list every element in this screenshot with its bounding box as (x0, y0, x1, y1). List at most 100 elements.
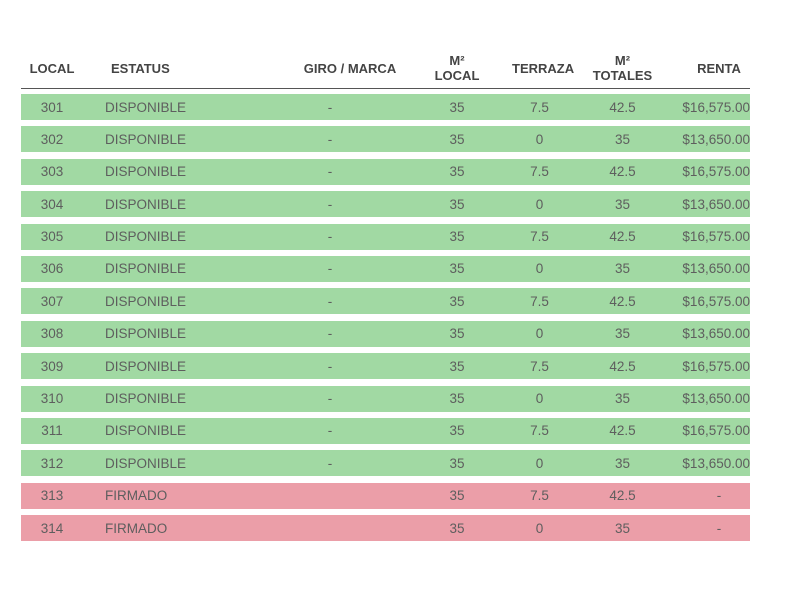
cell-m2-totales: 35 (614, 261, 631, 277)
cell-status: DISPONIBLE (105, 229, 187, 245)
table-row: 307 DISPONIBLE - 35 7.5 42.5 $16,575.00 (21, 288, 750, 315)
cell-m2-totales: 35 (614, 131, 631, 147)
cell-renta: $16,575.00 (682, 164, 750, 180)
cell-local: 308 (40, 326, 64, 342)
cell-status: DISPONIBLE (105, 261, 187, 277)
cell-renta: $13,650.00 (682, 196, 750, 212)
table-row: 309 DISPONIBLE - 35 7.5 42.5 $16,575.00 (21, 353, 750, 380)
cell-giro: - (327, 229, 333, 245)
cell-giro: - (327, 99, 333, 115)
cell-giro: - (327, 326, 333, 342)
cell-terraza: 7.5 (530, 358, 549, 374)
cell-terraza: 0 (535, 520, 544, 536)
cell-status: DISPONIBLE (105, 196, 187, 212)
header-m2-totales-line2: TOTALES (592, 68, 653, 83)
header-giro: GIRO / MARCA (303, 60, 397, 76)
cell-renta: $16,575.00 (682, 293, 750, 309)
cell-m2-totales: 35 (614, 455, 631, 471)
cell-terraza: 0 (535, 261, 544, 277)
cell-renta: $16,575.00 (682, 99, 750, 115)
cell-giro: - (327, 358, 333, 374)
table-header: LOCAL ESTATUS GIRO / MARCA M² LOCAL TERR… (21, 48, 750, 89)
cell-m2-local: 35 (449, 261, 465, 277)
cell-renta: $16,575.00 (682, 358, 750, 374)
cell-renta: - (716, 488, 722, 504)
cell-local: 305 (40, 229, 64, 245)
cell-giro: - (327, 423, 333, 439)
table-row: 303 DISPONIBLE - 35 7.5 42.5 $16,575.00 (21, 158, 750, 185)
cell-giro: - (327, 391, 333, 407)
cell-renta: $13,650.00 (682, 455, 750, 471)
cell-local: 310 (40, 391, 64, 407)
cell-giro: - (327, 455, 333, 471)
cell-renta: $13,650.00 (682, 261, 750, 277)
table-row: 312 DISPONIBLE - 35 0 35 $13,650.00 (21, 450, 750, 477)
cell-terraza: 0 (535, 131, 544, 147)
header-renta: RENTA (697, 60, 741, 76)
header-local: LOCAL (29, 60, 75, 76)
cell-m2-local: 35 (449, 391, 465, 407)
cell-giro: - (327, 196, 333, 212)
cell-m2-totales: 42.5 (609, 358, 636, 374)
cell-m2-totales: 35 (614, 520, 631, 536)
cell-giro: - (327, 261, 333, 277)
cell-terraza: 0 (535, 326, 544, 342)
cell-giro: - (327, 164, 333, 180)
table-row: 305 DISPONIBLE - 35 7.5 42.5 $16,575.00 (21, 223, 750, 250)
cell-terraza: 7.5 (530, 99, 549, 115)
cell-status: FIRMADO (105, 520, 168, 536)
cell-terraza: 7.5 (530, 164, 549, 180)
header-m2-totales: M² TOTALES (567, 53, 678, 83)
table-row: 308 DISPONIBLE - 35 0 35 $13,650.00 (21, 320, 750, 347)
cell-status: DISPONIBLE (105, 455, 187, 471)
table-row: 301 DISPONIBLE - 35 7.5 42.5 $16,575.00 (21, 94, 750, 120)
cell-m2-local: 35 (449, 164, 465, 180)
cell-m2-local: 35 (449, 326, 465, 342)
cell-m2-totales: 42.5 (609, 99, 636, 115)
cell-terraza: 7.5 (530, 229, 549, 245)
table-row: 311 DISPONIBLE - 35 7.5 42.5 $16,575.00 (21, 417, 750, 444)
cell-status: DISPONIBLE (105, 423, 187, 439)
table-row: 314 FIRMADO 35 0 35 - (21, 515, 750, 542)
cell-terraza: 0 (535, 455, 544, 471)
cell-status: DISPONIBLE (105, 99, 187, 115)
cell-m2-local: 35 (449, 358, 465, 374)
cell-status: DISPONIBLE (105, 391, 187, 407)
cell-local: 302 (40, 131, 64, 147)
cell-status: DISPONIBLE (105, 293, 187, 309)
cell-status: DISPONIBLE (105, 131, 187, 147)
cell-m2-totales: 35 (614, 391, 631, 407)
cell-local: 304 (40, 196, 64, 212)
cell-m2-totales: 42.5 (609, 423, 636, 439)
cell-m2-local: 35 (449, 423, 465, 439)
cell-local: 309 (40, 358, 64, 374)
cell-giro: - (327, 131, 333, 147)
cell-m2-local: 35 (449, 488, 465, 504)
cell-renta: $13,650.00 (682, 391, 750, 407)
cell-local: 303 (40, 164, 64, 180)
cell-local: 306 (40, 261, 64, 277)
availability-table: LOCAL ESTATUS GIRO / MARCA M² LOCAL TERR… (21, 48, 750, 547)
cell-renta: $13,650.00 (682, 326, 750, 342)
header-status: ESTATUS (111, 60, 170, 76)
cell-renta: $16,575.00 (682, 229, 750, 245)
cell-m2-local: 35 (449, 293, 465, 309)
cell-status: FIRMADO (105, 488, 168, 504)
cell-local: 312 (40, 455, 64, 471)
table-row: 306 DISPONIBLE - 35 0 35 $13,650.00 (21, 255, 750, 282)
table-row: 302 DISPONIBLE - 35 0 35 $13,650.00 (21, 126, 750, 153)
cell-local: 307 (40, 293, 64, 309)
header-m2-totales-line1: M² (614, 53, 631, 68)
table-body: 301 DISPONIBLE - 35 7.5 42.5 $16,575.00 302 DISP… (21, 94, 750, 542)
cell-renta: $16,575.00 (682, 423, 750, 439)
cell-m2-local: 35 (449, 196, 465, 212)
table-row: 310 DISPONIBLE - 35 0 35 $13,650.00 (21, 385, 750, 412)
cell-m2-totales: 42.5 (609, 293, 636, 309)
cell-m2-local: 35 (449, 229, 465, 245)
cell-local: 314 (40, 520, 64, 536)
cell-terraza: 7.5 (530, 423, 549, 439)
cell-m2-totales: 42.5 (609, 488, 636, 504)
cell-m2-totales: 35 (614, 326, 631, 342)
cell-m2-totales: 35 (614, 196, 631, 212)
cell-m2-local: 35 (449, 455, 465, 471)
